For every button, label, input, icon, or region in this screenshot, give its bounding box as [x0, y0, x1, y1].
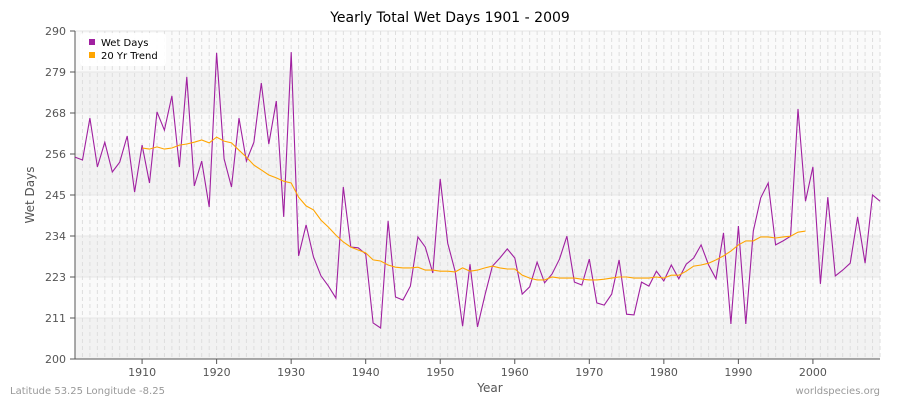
x-tick-label: 1910 [128, 366, 156, 379]
chart-title: Yearly Total Wet Days 1901 - 2009 [329, 10, 570, 26]
x-tick-label: 1990 [724, 366, 752, 379]
footer-source: worldspecies.org [796, 386, 880, 397]
legend-label-trend: 20 Yr Trend [101, 51, 158, 62]
x-axis-label: Year [476, 381, 502, 395]
grid-band [75, 113, 880, 154]
legend-swatch-wet-days [89, 39, 95, 45]
legend: Wet Days 20 Yr Trend [80, 33, 166, 66]
y-tick-label: 245 [45, 189, 66, 202]
x-tick-label: 1950 [426, 366, 454, 379]
y-tick-label: 234 [45, 230, 66, 243]
y-tick-label: 290 [45, 25, 66, 38]
trend-line [142, 136, 806, 281]
x-tick-label: 1940 [352, 366, 380, 379]
y-tick-label: 279 [45, 66, 66, 79]
y-tick-label: 268 [45, 107, 66, 120]
x-tick-label: 2000 [799, 366, 827, 379]
y-tick-label: 223 [45, 271, 66, 284]
legend-swatch-trend [89, 52, 95, 58]
y-tick-label: 211 [45, 312, 66, 325]
x-tick-label: 1960 [501, 366, 529, 379]
footer-location: Latitude 53.25 Longitude -8.25 [10, 386, 165, 397]
y-tick-label: 256 [45, 148, 66, 161]
grid-band [75, 31, 880, 72]
grid-band [75, 72, 880, 113]
y-axis-label: Wet Days [23, 166, 37, 223]
x-tick-label: 1930 [277, 366, 305, 379]
x-tick-label: 1920 [203, 366, 231, 379]
x-tick-label: 1980 [650, 366, 678, 379]
y-tick-label: 200 [45, 353, 66, 366]
legend-box [80, 33, 166, 66]
legend-label-wet-days: Wet Days [101, 38, 149, 49]
x-tick-label: 1970 [575, 366, 603, 379]
